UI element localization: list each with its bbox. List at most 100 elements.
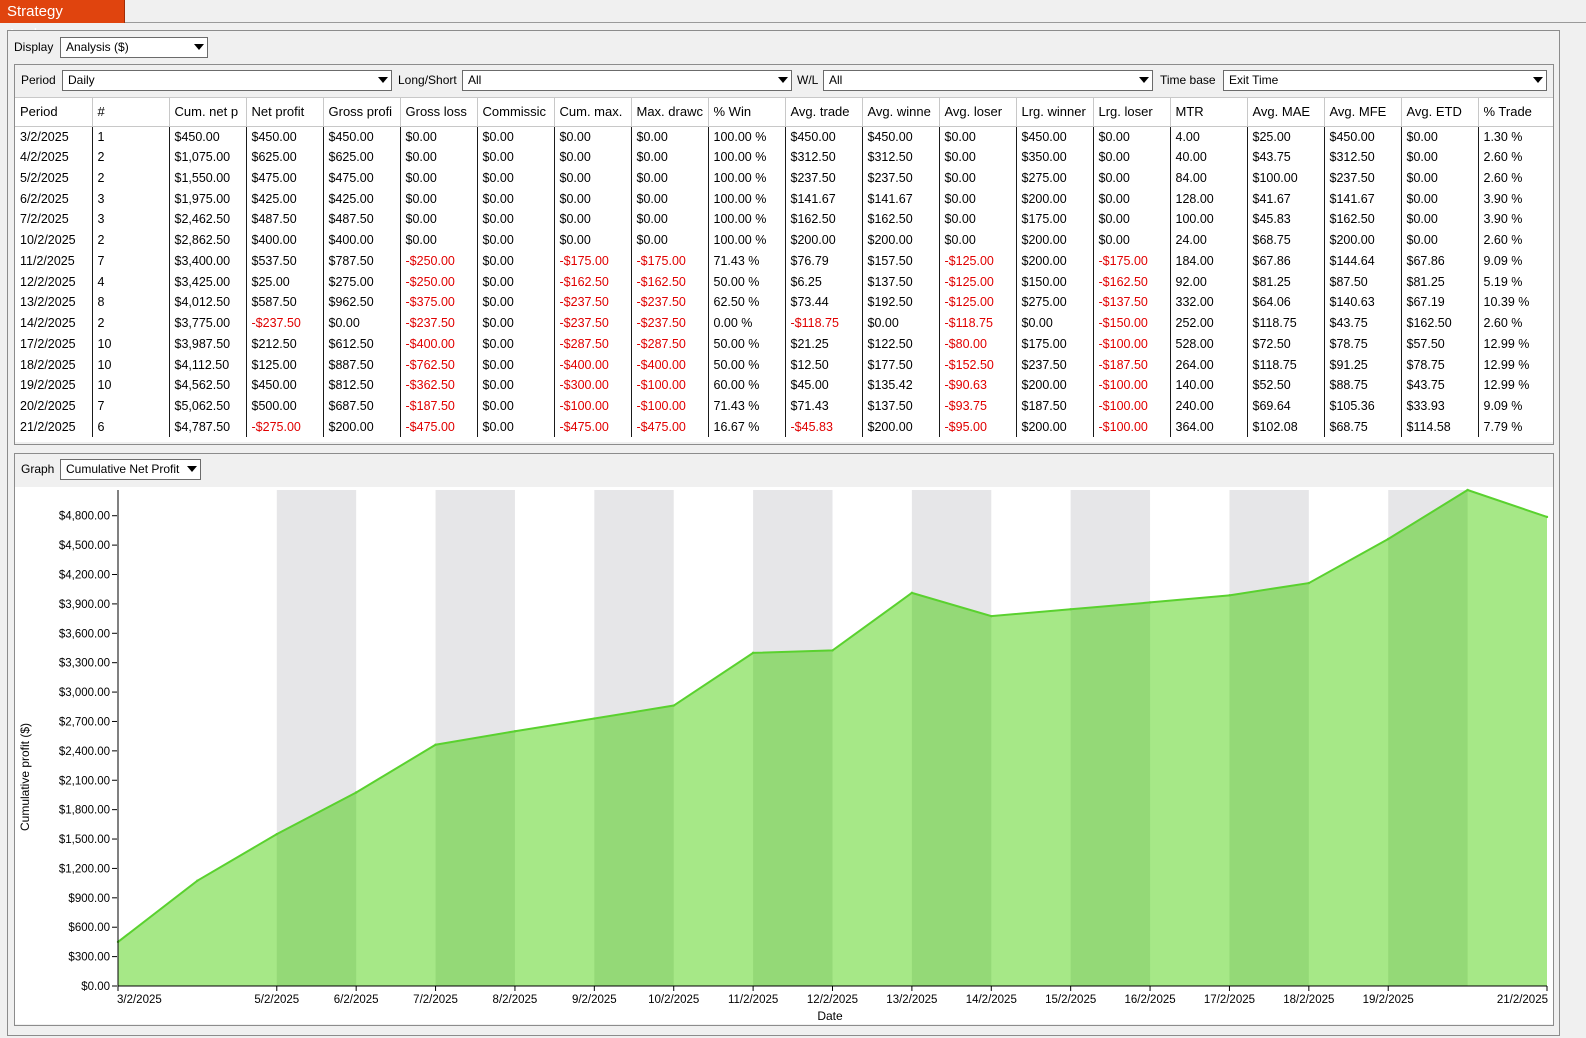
column-header[interactable]: Gross profi xyxy=(323,98,401,127)
column-header[interactable]: Avg. ETD xyxy=(1401,98,1479,127)
data-point xyxy=(275,832,278,836)
table-row[interactable]: 19/2/2025 10 $4,562.50 $450.00 $812.50 -$362.… xyxy=(15,375,1553,396)
table-cell: $450.00 xyxy=(1016,126,1094,147)
tab-strategy-analyzer[interactable]: Strategy Analyzer xyxy=(0,0,125,43)
table-cell: -$475.00 xyxy=(400,416,478,438)
longshort-label: Long/Short xyxy=(398,73,457,87)
column-header[interactable]: Avg. MAE xyxy=(1247,98,1325,127)
table-cell: -$162.50 xyxy=(631,271,709,292)
table-cell: 9.09 % xyxy=(1478,250,1553,272)
column-header[interactable]: Commissic xyxy=(477,98,555,127)
x-tick-label: 5/2/2025 xyxy=(254,994,299,1006)
table-row[interactable]: 17/2/2025 10 $3,987.50 $212.50 $612.50 -$400.… xyxy=(15,333,1553,355)
table-cell: $141.67 xyxy=(785,188,863,209)
longshort-select-value: All xyxy=(468,73,482,87)
column-header[interactable]: Period xyxy=(15,98,93,127)
table-row[interactable]: 21/2/2025 6 $4,787.50 -$275.00 $200.00 -$475.… xyxy=(15,416,1553,438)
analysis-table[interactable]: Period # Cum. net p Net profit Gross profi Gr… xyxy=(15,97,1553,442)
table-cell: 100.00 % xyxy=(708,188,786,209)
table-cell: -$237.50 xyxy=(631,312,709,334)
column-header[interactable]: Avg. winne xyxy=(862,98,940,127)
column-header[interactable]: Max. drawc xyxy=(631,98,709,127)
table-cell: 3.90 % xyxy=(1478,209,1553,230)
y-tick-label: $2,700.00 xyxy=(59,716,110,728)
table-row[interactable]: 5/2/2025 2 $1,550.00 $475.00 $475.00 $0.00 $0.… xyxy=(15,167,1553,189)
table-row[interactable]: 18/2/2025 10 $4,112.50 $125.00 $887.50 -$762.… xyxy=(15,354,1553,375)
table-cell: $64.06 xyxy=(1247,292,1325,313)
chart-axes: $0.00 $300.00 $600.00 $900.00 $1,200.00 $1,50… xyxy=(59,490,1548,1006)
table-cell: $400.00 xyxy=(246,229,324,251)
table-cell: $192.50 xyxy=(862,292,940,313)
table-cell: 4 xyxy=(92,271,170,292)
table-cell: $78.75 xyxy=(1324,333,1402,355)
table-cell: $0.00 xyxy=(477,416,555,438)
period-select[interactable]: Daily xyxy=(62,70,392,91)
column-header[interactable]: % Trade xyxy=(1478,98,1553,127)
chart-series xyxy=(116,488,1549,944)
table-cell: 13/2/2025 xyxy=(15,292,93,313)
table-cell: $187.50 xyxy=(1016,395,1094,417)
table-cell: -$162.50 xyxy=(1093,271,1171,292)
table-cell: -$475.00 xyxy=(631,416,709,438)
table-cell: $425.00 xyxy=(246,188,324,209)
table-cell: $0.00 xyxy=(1401,126,1479,147)
table-cell: -$100.00 xyxy=(631,395,709,417)
column-header[interactable]: Lrg. winner xyxy=(1016,98,1094,127)
column-header[interactable]: Avg. loser xyxy=(939,98,1017,127)
column-header[interactable]: # xyxy=(92,98,170,127)
column-header[interactable]: Gross loss xyxy=(400,98,478,127)
table-row[interactable]: 4/2/2025 2 $1,075.00 $625.00 $625.00 $0.00 $0.… xyxy=(15,146,1553,168)
table-cell: 12/2/2025 xyxy=(15,271,93,292)
column-header[interactable]: Avg. MFE xyxy=(1324,98,1402,127)
column-header[interactable]: Net profit xyxy=(246,98,324,127)
table-cell: $3,987.50 xyxy=(169,333,247,355)
table-row[interactable]: 10/2/2025 2 $2,862.50 $400.00 $400.00 $0.00 $0… xyxy=(15,229,1553,251)
table-cell: $812.50 xyxy=(323,375,401,396)
longshort-select[interactable]: All xyxy=(462,70,792,91)
table-cell: -$275.00 xyxy=(246,416,324,438)
table-cell: 50.00 % xyxy=(708,333,786,355)
table-cell: -$175.00 xyxy=(631,250,709,272)
table-cell: $887.50 xyxy=(323,354,401,375)
column-header[interactable]: Lrg. loser xyxy=(1093,98,1171,127)
table-row[interactable]: 13/2/2025 8 $4,012.50 $587.50 $962.50 -$375.0… xyxy=(15,292,1553,313)
timebase-select[interactable]: Exit Time xyxy=(1223,70,1547,91)
x-tick-label: 19/2/2025 xyxy=(1363,994,1414,1006)
column-header[interactable]: Cum. net p xyxy=(169,98,247,127)
table-row[interactable]: 7/2/2025 3 $2,462.50 $487.50 $487.50 $0.00 $0.… xyxy=(15,209,1553,230)
table-cell: $487.50 xyxy=(246,209,324,230)
x-tick-label: 6/2/2025 xyxy=(334,994,379,1006)
y-tick-label: $2,400.00 xyxy=(59,746,110,758)
table-row[interactable]: 14/2/2025 2 $3,775.00 -$237.50 $0.00 -$237.50… xyxy=(15,312,1553,334)
table-cell: $78.75 xyxy=(1401,354,1479,375)
table-cell: $0.00 xyxy=(1401,167,1479,189)
table-cell: $587.50 xyxy=(246,292,324,313)
table-cell: $625.00 xyxy=(246,146,324,168)
y-tick-label: $3,300.00 xyxy=(59,658,110,670)
table-cell: 84.00 xyxy=(1170,167,1248,189)
y-tick-label: $1,500.00 xyxy=(59,834,110,846)
table-row[interactable]: 6/2/2025 3 $1,975.00 $425.00 $425.00 $0.00 $0.… xyxy=(15,188,1553,209)
table-cell: $162.50 xyxy=(785,209,863,230)
column-header[interactable]: MTR xyxy=(1170,98,1248,127)
table-cell: $1,975.00 xyxy=(169,188,247,209)
table-row[interactable]: 11/2/2025 7 $3,400.00 $537.50 $787.50 -$250.0… xyxy=(15,250,1553,272)
table-cell: $0.00 xyxy=(1093,126,1171,147)
data-point xyxy=(513,730,517,733)
table-cell: $67.86 xyxy=(1247,250,1325,272)
wl-select[interactable]: All xyxy=(823,70,1153,91)
table-cell: $3,400.00 xyxy=(169,250,247,272)
column-header[interactable]: Avg. trade xyxy=(785,98,863,127)
wl-label: W/L xyxy=(797,73,819,87)
graph-select[interactable]: Cumulative Net Profit xyxy=(60,459,201,480)
table-header-row: Period # Cum. net p Net profit Gross profi Gr… xyxy=(15,98,1553,127)
table-cell: $275.00 xyxy=(323,271,401,292)
column-header[interactable]: % Win xyxy=(708,98,786,127)
display-select[interactable]: Analysis ($) xyxy=(60,37,208,58)
data-point xyxy=(434,743,437,746)
table-row[interactable]: 12/2/2025 4 $3,425.00 $25.00 $275.00 -$250.00… xyxy=(15,271,1553,292)
column-header[interactable]: Cum. max. xyxy=(554,98,632,127)
table-cell: $0.00 xyxy=(631,126,709,147)
table-row[interactable]: 20/2/2025 7 $5,062.50 $500.00 $687.50 -$187.5… xyxy=(15,395,1553,417)
table-row[interactable]: 3/2/2025 1 $450.00 $450.00 $450.00 $0.00 $0.00… xyxy=(15,126,1553,147)
